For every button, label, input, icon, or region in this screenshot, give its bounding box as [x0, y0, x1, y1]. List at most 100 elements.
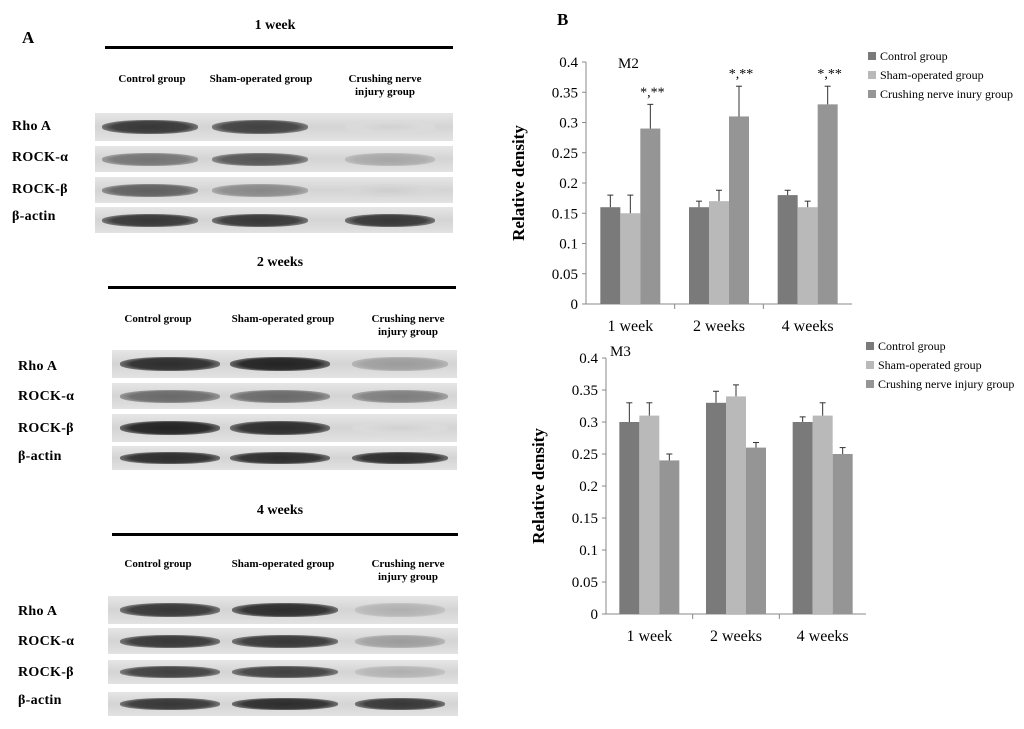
x-tick-label: 1 week: [626, 628, 672, 645]
blot-band: [355, 666, 445, 678]
bar: [689, 207, 709, 304]
bar: [832, 454, 853, 614]
section-title: 4 weeks: [256, 503, 304, 518]
bar: [639, 415, 660, 614]
legend-swatch: [868, 52, 876, 60]
y-tick-label: 0.15: [572, 511, 598, 527]
section-divider: [108, 286, 456, 289]
blot-band: [232, 666, 338, 678]
y-tick-label: 0.2: [579, 479, 598, 495]
blot-band: [232, 603, 338, 617]
y-tick-label: 0.4: [579, 351, 598, 367]
x-tick-label: 1 week: [607, 318, 653, 335]
bar: [706, 402, 726, 614]
column-header-crush: Crushing nerve injury group: [348, 73, 422, 98]
y-tick-label: 0.25: [552, 146, 578, 162]
blot-band: [355, 634, 445, 648]
row-label-rock-beta: ROCK-β: [18, 665, 74, 680]
bar: [746, 447, 766, 614]
blot-band: [352, 421, 448, 435]
significance-annotation: *,**: [640, 85, 665, 100]
column-header-sham: Sham-operated group: [231, 558, 335, 570]
row-label-rock-beta: ROCK-β: [12, 182, 68, 197]
y-tick-label: 0.05: [552, 267, 578, 283]
blot-strip: [95, 113, 453, 141]
m2-bar-chart: 0 0.05 0.1 0.15 0.2 0.25 0.3 0.35 0.4 1 week 2 wee…: [509, 49, 1013, 335]
section-divider: [105, 46, 453, 49]
panel-a-label: A: [22, 28, 35, 47]
y-tick-label: 0: [591, 607, 599, 623]
blot-band: [102, 213, 198, 227]
blot-band: [352, 357, 448, 371]
blot-band: [345, 152, 435, 166]
blot-band: [232, 698, 338, 710]
section-title: 2 weeks: [256, 255, 304, 270]
blot-strip: [95, 146, 453, 172]
blot-band: [102, 183, 198, 197]
x-tick-label: 4 weeks: [797, 628, 849, 645]
y-tick-label: 0.4: [559, 55, 578, 71]
legend-swatch: [868, 71, 876, 79]
blot-strip: [108, 660, 458, 684]
blot-strip: [108, 596, 458, 624]
y-axis-label: Relative density: [529, 428, 548, 544]
y-axis-label: Relative density: [509, 125, 528, 241]
blot-band: [212, 183, 308, 197]
blot-band: [212, 152, 308, 166]
section-title: 1 week: [254, 18, 296, 33]
column-header-control: Control group: [118, 73, 186, 85]
bar: [812, 415, 833, 614]
blot-band: [355, 698, 445, 710]
m3-bar-chart: 0 0.05 0.1 0.15 0.2 0.25 0.3 0.35 0.4 1 week 2 wee…: [529, 339, 1014, 645]
legend-label: Sham-operated group: [880, 68, 984, 82]
legend-label: Crushing nerve inury group: [880, 87, 1013, 101]
legend-label: Control group: [878, 339, 946, 353]
panel-b-label: B: [557, 10, 569, 29]
blot-band: [120, 634, 220, 648]
row-label-rhoa: Rho A: [18, 604, 58, 619]
y-tick-label: 0.05: [572, 575, 598, 591]
y-tick-label: 0.25: [572, 447, 598, 463]
y-tick-label: 0.3: [559, 116, 578, 132]
chart-title: M2: [618, 56, 639, 72]
legend-swatch: [868, 90, 876, 98]
blot-strip: [95, 177, 453, 203]
y-tick-label: 0.35: [552, 85, 578, 101]
blot-strip: [108, 692, 458, 716]
blot-band: [345, 213, 435, 227]
blot-strip: [112, 350, 457, 378]
bar: [619, 422, 640, 614]
blot-strip: [112, 414, 457, 442]
bar: [729, 116, 749, 304]
row-label-rhoa: Rho A: [12, 119, 52, 134]
blot-strip: [108, 628, 458, 654]
blot-strip: [95, 207, 453, 233]
x-tick-label: 4 weeks: [782, 318, 834, 335]
blot-band: [230, 357, 330, 371]
bar: [600, 207, 621, 304]
legend-swatch: [866, 380, 874, 388]
blot-band: [102, 120, 198, 134]
blot-strip: [112, 383, 457, 409]
chart-title: M3: [610, 344, 631, 360]
column-header-sham: Sham-operated group: [209, 73, 313, 85]
bar: [817, 104, 838, 304]
y-tick-label: 0.1: [579, 543, 598, 559]
blot-band: [345, 120, 435, 134]
column-header-crush: Crushing nerve injury group: [371, 313, 445, 338]
significance-annotation: *,**: [817, 67, 842, 82]
legend-label: Control group: [880, 49, 948, 63]
bar: [792, 422, 813, 614]
blot-strip: [112, 446, 457, 470]
y-tick-label: 0.2: [559, 176, 578, 192]
legend-label: Sham-operated group: [878, 358, 982, 372]
blot-band: [352, 452, 448, 464]
x-tick-label: 2 weeks: [710, 628, 762, 645]
legend-swatch: [866, 342, 874, 350]
bar: [777, 195, 798, 304]
blot-band: [120, 698, 220, 710]
row-label-beta-actin: β-actin: [12, 209, 56, 224]
row-label-rock-alpha: ROCK-α: [18, 634, 75, 649]
row-label-rock-alpha: ROCK-α: [18, 389, 75, 404]
blot-band: [120, 603, 220, 617]
